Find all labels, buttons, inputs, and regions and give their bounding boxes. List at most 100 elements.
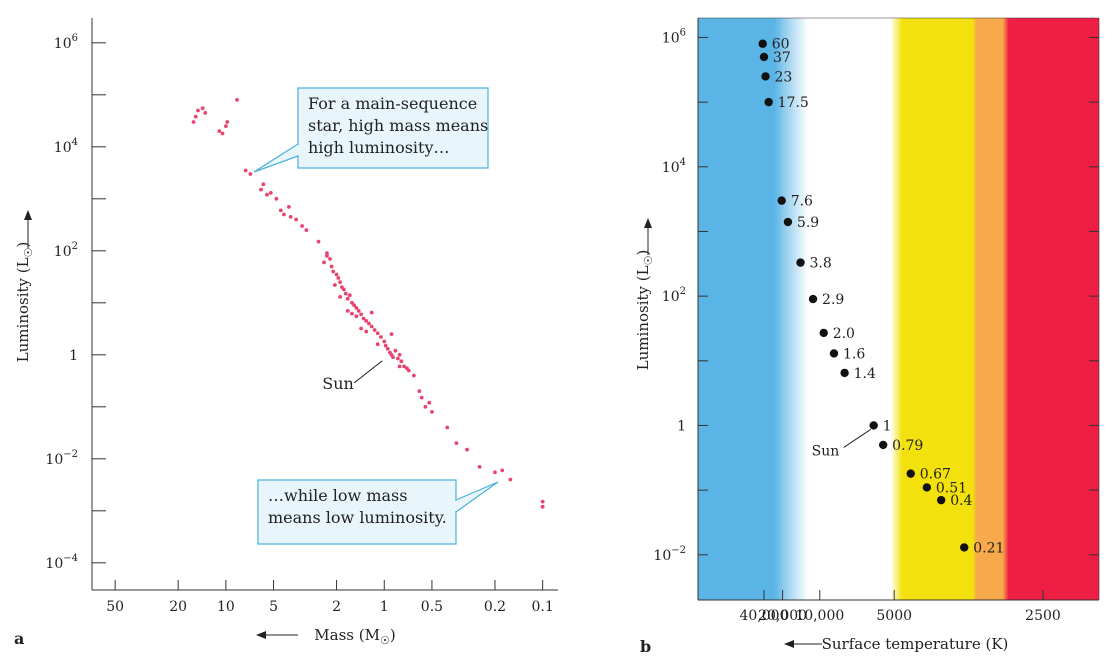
- data-point: [282, 212, 286, 217]
- y-tick-label-b: 106: [662, 27, 686, 46]
- x-axis-label: Mass (M☉): [314, 626, 395, 647]
- star-point: [761, 72, 770, 81]
- data-point: [540, 499, 545, 504]
- data-point: [223, 124, 228, 129]
- data-point: [396, 356, 400, 361]
- annotation-line: For a main-sequence: [308, 94, 477, 113]
- data-point: [477, 464, 482, 469]
- data-point: [419, 395, 424, 400]
- data-point: [369, 324, 374, 329]
- y-tick-base-b: 10: [662, 289, 680, 305]
- star-mass-label: 0.51: [936, 480, 967, 496]
- annotation-line: means low luminosity.: [268, 508, 447, 527]
- star-point: [936, 495, 946, 505]
- data-point: [347, 293, 352, 298]
- star-mass-label: 0.4: [950, 493, 972, 509]
- star-mass-label: 5.9: [797, 215, 819, 231]
- data-point: [336, 276, 341, 280]
- x-axis-label-text: Mass (M: [314, 626, 380, 644]
- star-mass-label: 1.6: [843, 346, 865, 362]
- data-point: [220, 131, 225, 136]
- y-tick-label: 1: [69, 348, 78, 364]
- star-point: [764, 97, 773, 107]
- data-point: [268, 190, 273, 195]
- star-mass-label: 0.67: [920, 467, 951, 483]
- y-axis-label-b-text: Luminosity (L: [634, 265, 652, 370]
- data-point: [354, 314, 359, 319]
- y-axis-label-text: Luminosity (L: [14, 257, 32, 362]
- annotation-line: high luminosity…: [308, 138, 450, 157]
- x-axis-label-sub: ☉: [380, 634, 390, 647]
- data-point: [364, 329, 369, 334]
- y-axis-label-b-sub: ☉: [642, 256, 655, 266]
- annotation-box-2: …while low mass means low luminosity.: [257, 479, 499, 545]
- star-point: [906, 469, 915, 478]
- data-point: [345, 308, 350, 313]
- y-tick-label: 102: [54, 241, 78, 260]
- data-point: [316, 239, 321, 244]
- star-point: [759, 52, 769, 62]
- data-point: [397, 352, 402, 357]
- data-point: [454, 441, 459, 446]
- y-tick-label-b: 1: [677, 418, 686, 434]
- y-axis-label-b: Luminosity (L☉): [634, 250, 655, 371]
- star-mass-label: 0.79: [892, 438, 923, 454]
- x-tick-label-b: 20,000: [758, 608, 807, 624]
- data-point: [341, 287, 346, 292]
- data-point: [294, 217, 299, 222]
- data-point: [372, 328, 377, 332]
- sun-label: Sun: [322, 374, 354, 393]
- x-tick-label-b: 40,000: [740, 608, 789, 624]
- star-mass-label: 1.4: [854, 366, 876, 382]
- star-point: [922, 483, 932, 492]
- data-point: [334, 272, 339, 277]
- data-point: [235, 97, 239, 102]
- star-mass-label: 3.8: [810, 256, 832, 272]
- star-mass-label: 2.0: [833, 326, 855, 342]
- data-point: [278, 208, 283, 213]
- y-tick-exp: −4: [63, 553, 78, 564]
- star-point: [819, 328, 828, 338]
- star-point: [960, 543, 969, 552]
- x-tick-label-b: 2500: [1025, 608, 1061, 624]
- y-tick-exp-b: 6: [680, 27, 686, 38]
- star-point: [758, 39, 767, 48]
- data-point: [369, 310, 374, 315]
- annotation-rect: [297, 87, 489, 169]
- data-point: [217, 129, 222, 134]
- x-axis-label-b: Surface temperature (K): [822, 635, 1009, 653]
- data-point: [389, 332, 394, 337]
- data-point: [445, 425, 450, 430]
- star-mass-label: 0.21: [973, 540, 1004, 556]
- star-point: [840, 368, 849, 378]
- data-point: [540, 504, 545, 509]
- data-point: [493, 470, 497, 475]
- data-point: [423, 404, 428, 409]
- y-tick-base: 10: [45, 452, 63, 468]
- sun-leader: [353, 360, 383, 384]
- data-point: [225, 120, 230, 124]
- annotation-box-1: For a main-sequence star, high mass means…: [253, 87, 489, 173]
- data-point: [427, 400, 432, 405]
- data-point: [378, 335, 383, 339]
- x-tick-label: 50: [106, 599, 124, 615]
- star-point: [829, 349, 839, 358]
- x-tick-label: 20: [169, 599, 187, 615]
- data-point: [322, 260, 326, 265]
- star-point: [808, 294, 818, 304]
- data-point: [393, 348, 398, 353]
- annotation-rect: [257, 479, 457, 545]
- data-point: [265, 192, 269, 197]
- x-axis-label-end: ): [390, 626, 396, 644]
- y-tick-label-b: 104: [662, 157, 686, 176]
- star-point: [869, 421, 878, 430]
- y-tick-exp-b: −2: [671, 545, 686, 556]
- x-tick-label: 1: [380, 599, 389, 615]
- data-point: [356, 308, 361, 313]
- data-point: [196, 108, 200, 113]
- data-point: [382, 339, 387, 344]
- data-point: [200, 106, 205, 111]
- data-point: [325, 253, 329, 258]
- star-mass-label: 37: [773, 50, 791, 66]
